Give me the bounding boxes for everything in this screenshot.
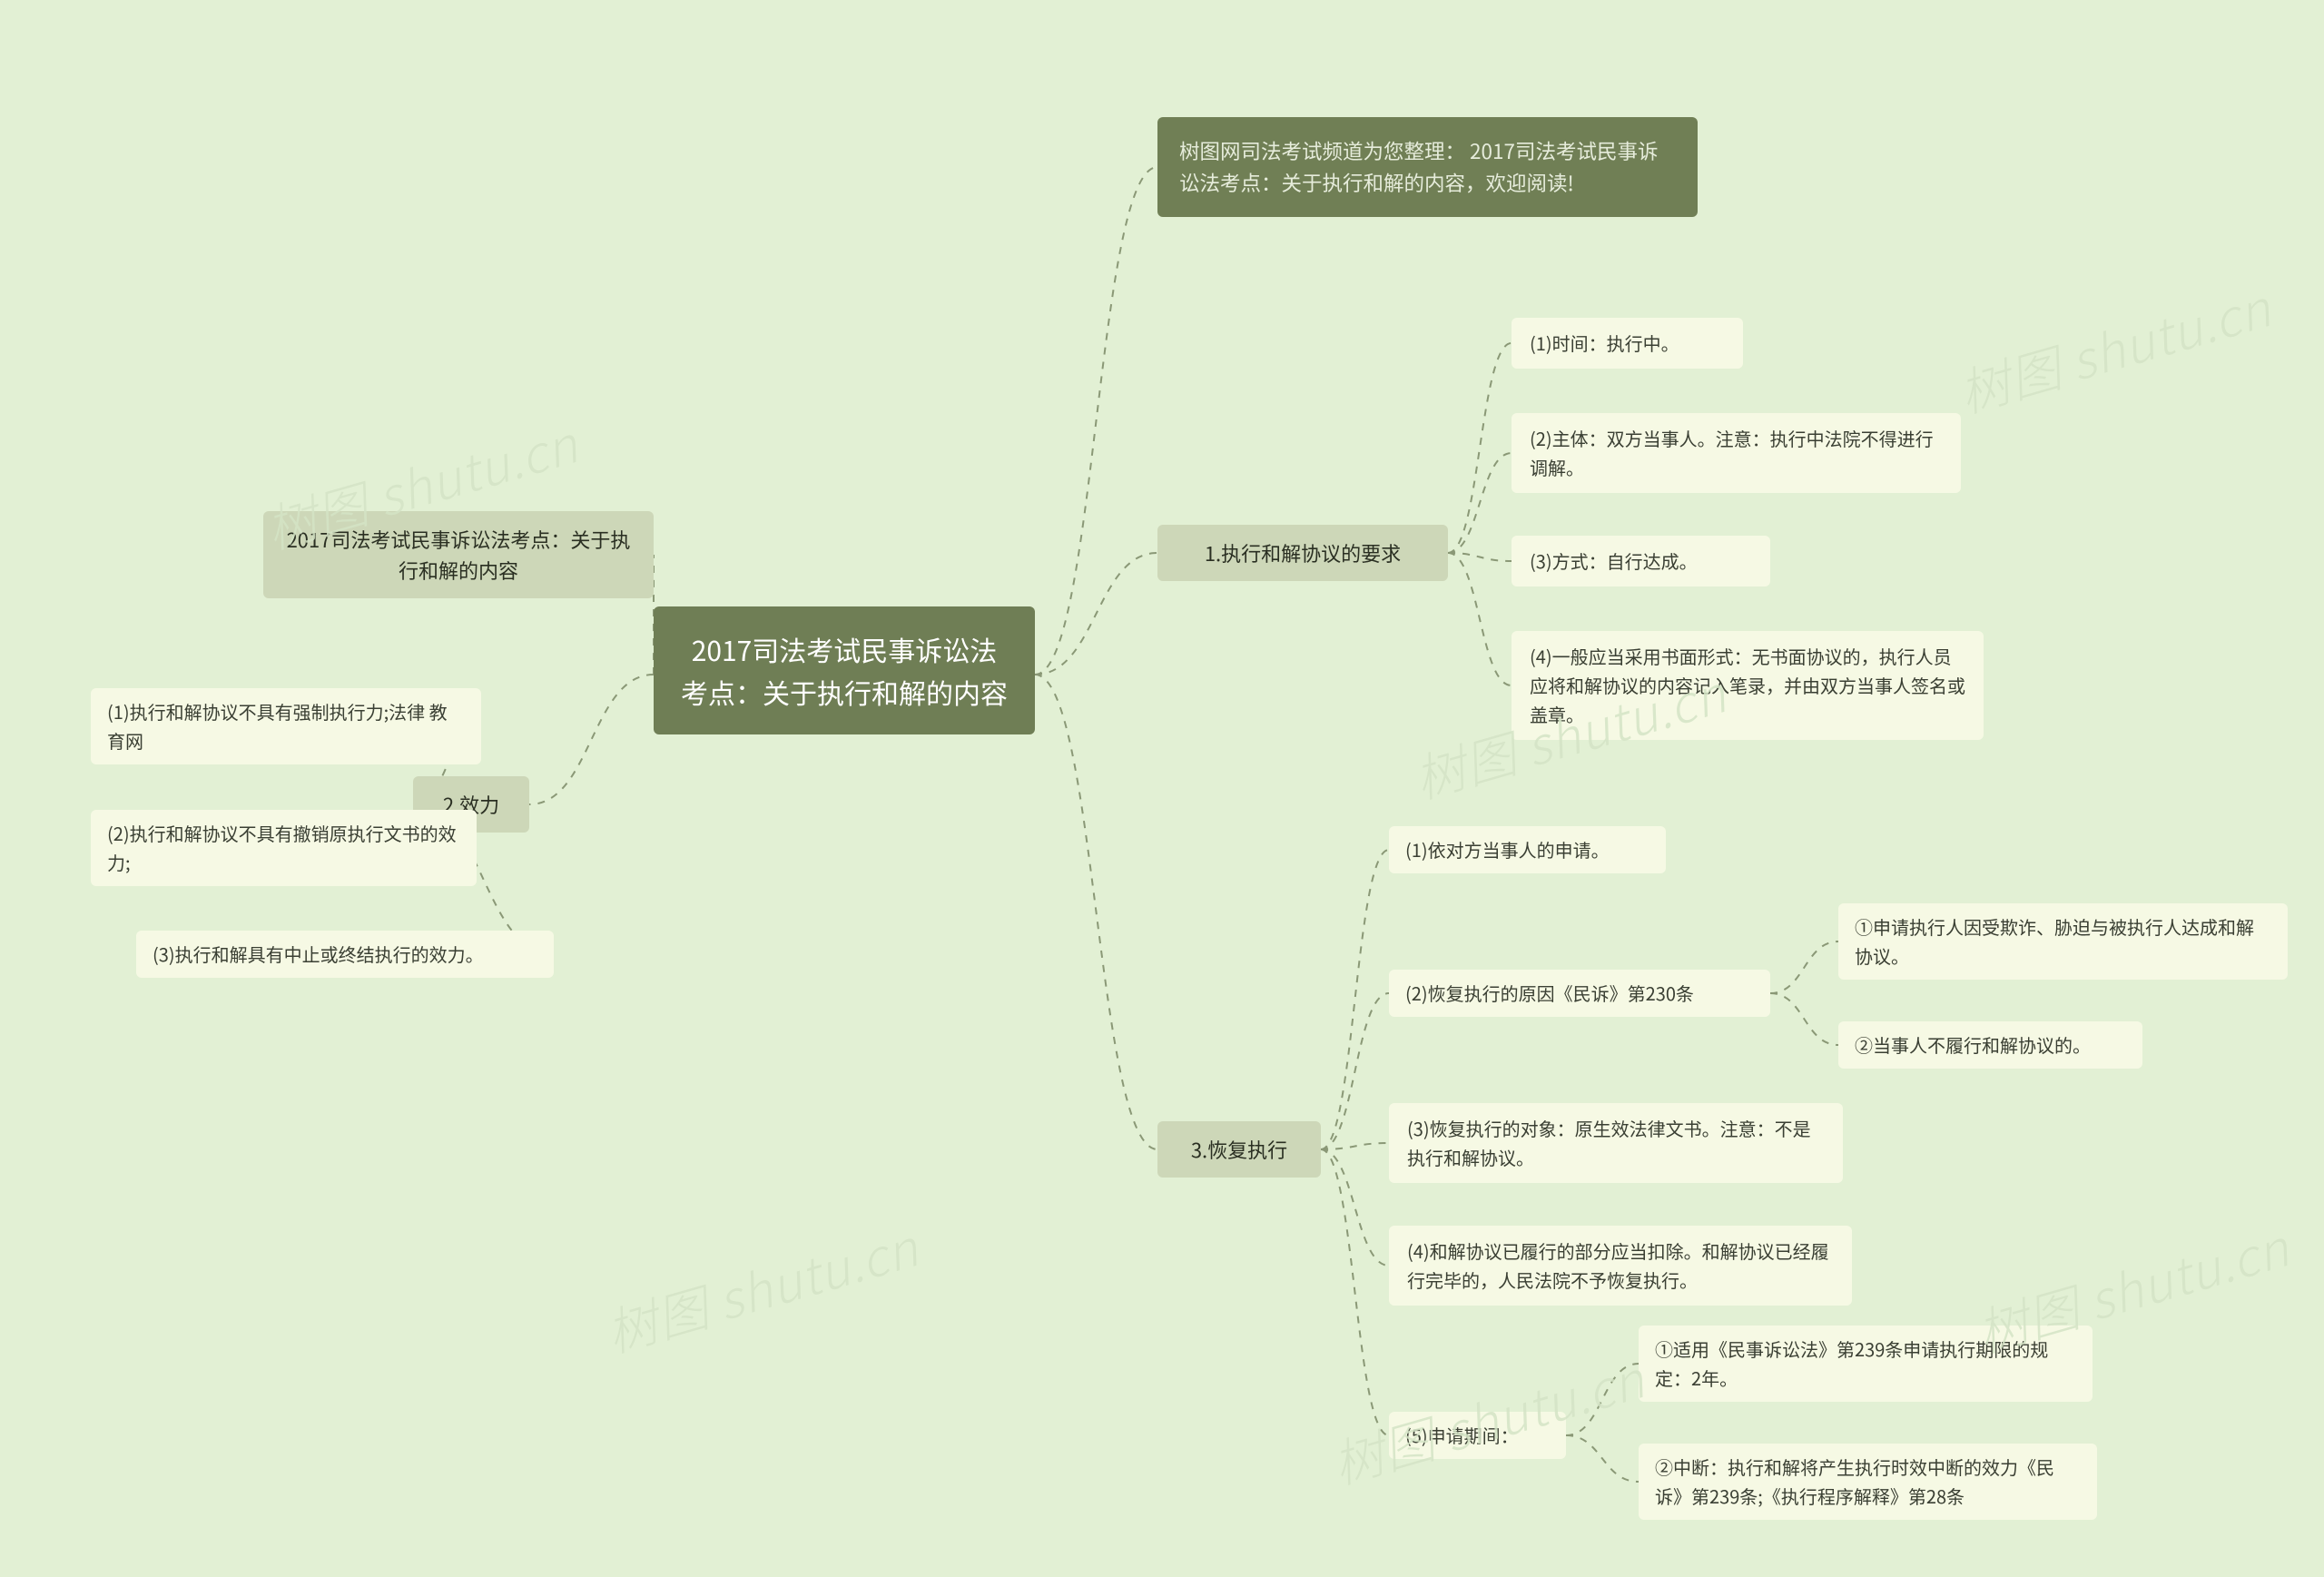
leaf-req-subject: (2)主体：双方当事人。注意：执行中法院不得进行调解。	[1512, 413, 1961, 493]
node-title-mirror: 2017司法考试民事诉讼法考点：关于执行和解的内容	[263, 511, 654, 598]
leaf-resume-period-2yr: ①适用《民事诉讼法》第239条申请执行期限的规定：2年。	[1639, 1326, 2093, 1402]
leaf-resume-reason: (2)恢复执行的原因《民诉》第230条	[1389, 970, 1770, 1017]
leaf-resume-period-break: ②中断：执行和解将产生执行时效中断的效力《民诉》第239条;《执行程序解释》第2…	[1639, 1444, 2097, 1520]
branch-requirements: 1.执行和解协议的要求	[1157, 525, 1448, 581]
node-intro: 树图网司法考试频道为您整理： 2017司法考试民事诉讼法考点：关于执行和解的内容…	[1157, 117, 1698, 217]
mindmap-link	[1448, 453, 1512, 553]
mindmap-link	[1321, 1143, 1389, 1149]
mindmap-link	[529, 675, 654, 804]
mindmap-link	[1321, 993, 1389, 1149]
mindmap-link	[1770, 941, 1838, 993]
leaf-req-manner: (3)方式：自行达成。	[1512, 536, 1770, 586]
mindmap-link	[1035, 675, 1157, 1149]
leaf-resume-period: (5)申请期间：	[1389, 1412, 1566, 1459]
leaf-resume-apply: (1)依对方当事人的申请。	[1389, 826, 1666, 873]
mindmap-link	[1321, 1149, 1389, 1435]
mindmap-link	[1448, 343, 1512, 553]
mindmap-link	[1448, 553, 1512, 685]
leaf-resume-object: (3)恢复执行的对象：原生效法律文书。注意：不是执行和解协议。	[1389, 1103, 1843, 1183]
leaf-resume-reason-fraud: ①申请执行人因受欺诈、胁迫与被执行人达成和解协议。	[1838, 903, 2288, 980]
leaf-req-time: (1)时间：执行中。	[1512, 318, 1743, 369]
mindmap-link	[1566, 1435, 1639, 1482]
mindmap-link	[1035, 553, 1157, 675]
mindmap-link	[1035, 167, 1157, 675]
mindmap-link	[1566, 1364, 1639, 1435]
mindmap-root: 2017司法考试民事诉讼法考点：关于执行和解的内容	[654, 606, 1035, 734]
branch-resume: 3.恢复执行	[1157, 1121, 1321, 1178]
leaf-resume-deduct: (4)和解协议已履行的部分应当扣除。和解协议已经履行完毕的，人民法院不予恢复执行…	[1389, 1226, 1852, 1306]
mindmap-link	[1321, 1149, 1389, 1266]
leaf-resume-reason-nonperf: ②当事人不履行和解协议的。	[1838, 1021, 2142, 1069]
mindmap-link	[1448, 553, 1512, 561]
leaf-effect-suspend: (3)执行和解具有中止或终结执行的效力。	[136, 931, 554, 978]
leaf-effect-norevoke: (2)执行和解协议不具有撤销原执行文书的效力;	[91, 810, 477, 886]
leaf-effect-noforce: (1)执行和解协议不具有强制执行力;法律 教育网	[91, 688, 481, 764]
leaf-req-written: (4)一般应当采用书面形式：无书面协议的，执行人员应将和解协议的内容记入笔录，并…	[1512, 631, 1984, 740]
mindmap-link	[1770, 993, 1838, 1045]
